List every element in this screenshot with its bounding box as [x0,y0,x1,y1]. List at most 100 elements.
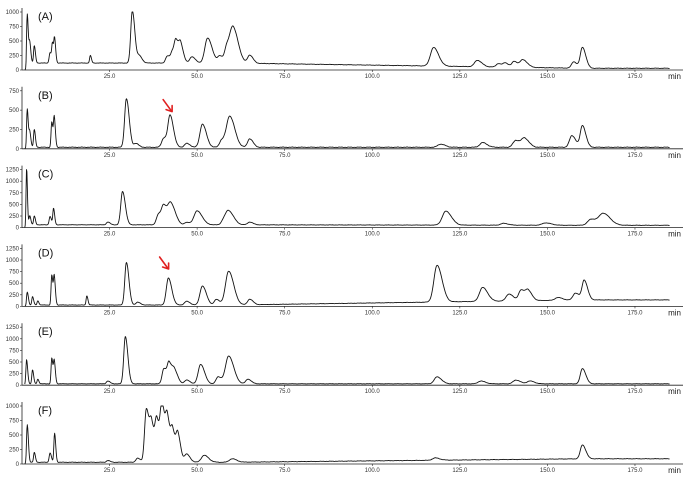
y-tick-label: 750 [9,270,20,276]
y-tick-label: 0 [16,68,20,74]
y-tick-label: 750 [9,348,20,354]
y-tick-label: 500 [9,360,20,366]
y-tick-label: 750 [9,25,20,31]
panel-label: (C) [38,169,53,181]
panel-label: (F) [38,405,52,417]
x-tick-label: 25.0 [104,232,116,238]
x-tick-label: 150.0 [540,232,556,238]
x-axis-unit: min [668,230,681,239]
x-tick-label: 50.0 [191,468,203,474]
x-tick-label: 25.0 [104,468,116,474]
x-axis-unit: min [668,151,681,160]
x-tick-label: 175.0 [627,468,643,474]
chromatogram-trace [24,98,670,150]
x-tick-label: 125.0 [452,153,468,159]
y-tick-label: 250 [9,448,20,454]
y-tick-label: 500 [9,281,20,287]
y-tick-label: 500 [9,433,20,439]
panel-label: (A) [38,11,53,23]
x-tick-label: 150.0 [540,74,556,80]
x-tick-label: 25.0 [104,310,116,316]
x-axis-unit: min [668,466,681,475]
red-arrow-icon [162,98,173,113]
y-tick-label: 1000 [6,10,20,16]
y-tick-label: 1000 [6,337,20,343]
x-tick-label: 125.0 [452,389,468,395]
y-tick-label: 1250 [6,325,20,331]
y-tick-label: 750 [9,191,20,197]
y-tick-label: 0 [16,383,20,389]
chromatogram-panel-b: 0 250 500 750 25.0 50.0 75.0 100.0 125.0 150.0 175… [9,86,683,160]
y-tick-label: 500 [9,202,20,208]
x-tick-label: 75.0 [279,468,291,474]
panel-label: (D) [38,247,53,259]
x-tick-label: 150.0 [540,153,556,159]
chromatogram-panel-d: 0 250 500 750 1000 1250 25.0 50.0 75.0 100.0 125.0… [6,244,683,317]
panel-label: (E) [38,326,53,338]
x-tick-label: 25.0 [104,153,116,159]
chromatogram-panel-c: 0 250 500 750 1000 1250 25.0 50.0 75.0 100.0 125.0… [6,165,683,239]
x-tick-label: 75.0 [279,74,291,80]
y-tick-label: 0 [16,462,20,468]
y-tick-label: 0 [16,147,20,153]
y-tick-label: 0 [16,226,20,232]
x-axis-unit: min [668,72,681,81]
x-tick-label: 50.0 [191,310,203,316]
x-tick-label: 25.0 [104,74,116,80]
y-tick-label: 250 [9,214,20,220]
chromatogram-panel-e: 0 250 500 750 1000 1250 25.0 50.0 75.0 100.0 125.0… [6,323,683,396]
x-tick-label: 75.0 [279,153,291,159]
y-tick-label: 250 [9,372,20,378]
x-tick-label: 100.0 [365,153,381,159]
y-tick-label: 1250 [6,168,20,174]
chromatogram-trace [24,11,670,71]
chromatogram-panel-a: 0 250 500 750 1000 25.0 50.0 75.0 100.0 125.0 150.… [6,8,683,81]
y-tick-label: 750 [9,89,20,95]
x-tick-label: 125.0 [452,232,468,238]
panel-label: (B) [38,90,53,102]
x-tick-label: 100.0 [365,468,381,474]
red-arrow-icon [158,256,170,270]
x-axis-unit: min [668,387,681,396]
chromatogram-trace [24,262,670,307]
chromatogram-trace [24,169,670,228]
x-tick-label: 75.0 [279,232,291,238]
x-tick-label: 75.0 [279,310,291,316]
x-tick-label: 175.0 [627,232,643,238]
y-tick-label: 500 [9,108,20,114]
y-tick-label: 250 [9,127,20,133]
x-tick-label: 175.0 [627,153,643,159]
x-tick-label: 75.0 [279,389,291,395]
x-tick-label: 175.0 [627,310,643,316]
y-tick-label: 1250 [6,246,20,252]
x-tick-label: 100.0 [365,389,381,395]
x-tick-label: 50.0 [191,232,203,238]
x-tick-label: 125.0 [452,310,468,316]
y-tick-label: 250 [9,54,20,60]
x-tick-label: 50.0 [191,389,203,395]
x-tick-label: 125.0 [452,468,468,474]
y-tick-label: 500 [9,39,20,45]
x-tick-label: 100.0 [365,310,381,316]
y-tick-label: 250 [9,293,20,299]
x-tick-label: 100.0 [365,232,381,238]
x-tick-label: 175.0 [627,389,643,395]
x-tick-label: 100.0 [365,74,381,80]
x-tick-label: 150.0 [540,468,556,474]
x-tick-label: 150.0 [540,389,556,395]
chromatogram-trace [24,336,670,385]
y-tick-label: 750 [9,419,20,425]
x-axis-unit: min [668,308,681,317]
x-tick-label: 25.0 [104,389,116,395]
y-tick-label: 1000 [6,404,20,410]
y-tick-label: 1000 [6,258,20,264]
y-tick-label: 1000 [6,179,20,185]
y-tick-label: 0 [16,304,20,310]
chromatogram-panel-f: 0 250 500 750 1000 25.0 50.0 75.0 100.0 125.0 150.… [6,402,683,475]
x-tick-label: 125.0 [452,74,468,80]
x-tick-label: 50.0 [191,153,203,159]
x-tick-label: 150.0 [540,310,556,316]
x-tick-label: 175.0 [627,74,643,80]
chromatogram-trace [24,405,670,465]
